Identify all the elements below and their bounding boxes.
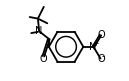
Text: N: N: [89, 42, 97, 52]
Text: O: O: [39, 54, 47, 64]
Text: -: -: [101, 52, 104, 61]
Text: N: N: [35, 26, 43, 36]
Text: O: O: [97, 54, 105, 64]
Text: O: O: [97, 30, 105, 40]
Text: +: +: [92, 39, 98, 48]
